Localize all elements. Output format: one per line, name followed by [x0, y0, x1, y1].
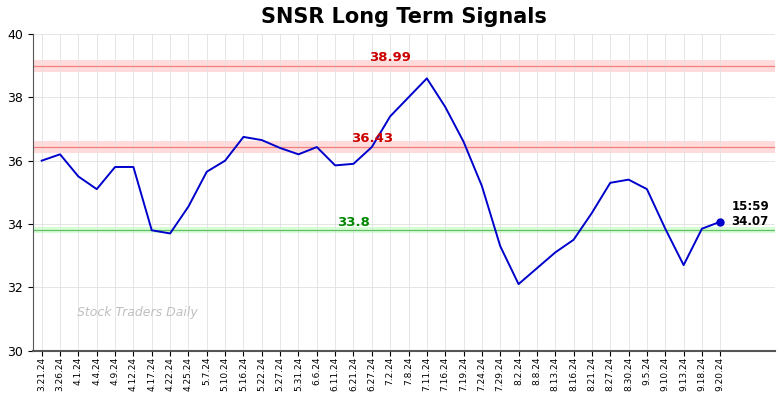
Text: 33.8: 33.8 [337, 216, 370, 228]
Text: 38.99: 38.99 [369, 51, 411, 64]
Text: 15:59
34.07: 15:59 34.07 [731, 200, 769, 228]
Bar [33, 60, 775, 72]
Bar [33, 141, 775, 153]
Bar [33, 227, 775, 234]
Text: 36.43: 36.43 [350, 132, 393, 144]
Text: Stock Traders Daily: Stock Traders Daily [77, 306, 198, 319]
Title: SNSR Long Term Signals: SNSR Long Term Signals [261, 7, 547, 27]
